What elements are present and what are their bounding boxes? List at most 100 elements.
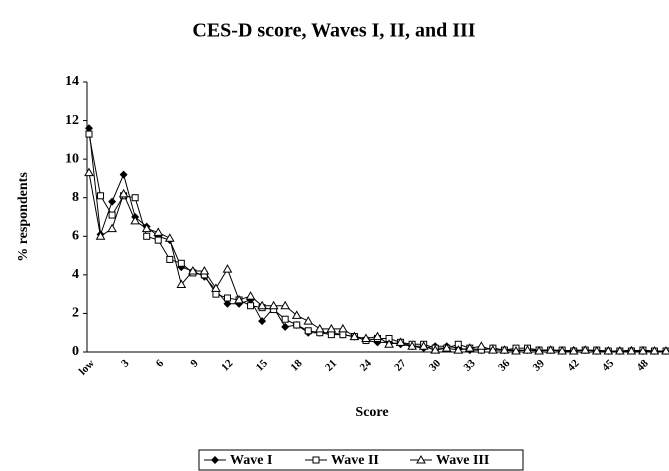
y-tick-label: 14: [65, 74, 79, 89]
marker: [211, 283, 221, 292]
marker: [464, 343, 475, 352]
marker: [223, 299, 232, 308]
marker: [108, 211, 116, 219]
legend-marker: [416, 454, 426, 464]
chart-title: CES-D score, Waves I, II, and III: [192, 20, 475, 42]
marker: [361, 333, 371, 342]
marker: [488, 345, 498, 354]
marker: [281, 322, 290, 331]
marker: [568, 346, 579, 355]
marker: [339, 331, 347, 339]
y-tick-label: 12: [65, 113, 79, 128]
y-tick-label: 2: [72, 306, 79, 321]
marker: [661, 346, 669, 355]
marker: [327, 331, 335, 339]
marker: [372, 331, 383, 341]
marker: [130, 215, 141, 225]
marker: [649, 346, 660, 355]
marker: [338, 323, 348, 333]
x-tick-label: 27: [392, 357, 409, 374]
marker: [199, 265, 210, 275]
marker: [326, 323, 337, 333]
x-tick-label: 33: [461, 357, 478, 374]
marker: [591, 346, 602, 355]
marker: [119, 170, 128, 179]
marker: [222, 264, 233, 273]
y-axis-label: % respondents: [16, 172, 31, 262]
marker: [303, 316, 314, 325]
legend-label: Wave III: [436, 453, 489, 468]
marker: [164, 233, 175, 242]
series-line: [88, 133, 666, 352]
x-tick-label: 24: [358, 357, 375, 374]
legend-box: [198, 449, 524, 471]
legend-marker: [211, 456, 219, 464]
marker: [441, 343, 452, 352]
x-tick-label: 36: [496, 357, 513, 374]
legend-marker: [312, 456, 320, 464]
legend-label: Wave I: [230, 453, 272, 468]
marker: [418, 341, 429, 350]
marker: [212, 290, 220, 298]
marker: [166, 255, 174, 263]
marker: [257, 300, 267, 310]
marker: [395, 337, 406, 346]
marker: [95, 231, 106, 240]
marker: [258, 317, 267, 326]
marker: [247, 302, 255, 310]
marker: [97, 192, 105, 200]
x-tick-label: 18: [288, 357, 305, 374]
marker: [304, 327, 312, 335]
marker: [141, 223, 152, 233]
x-tick-label: 42: [565, 357, 582, 374]
marker: [293, 321, 301, 329]
marker: [85, 130, 93, 138]
marker: [245, 291, 256, 300]
legend-label: Wave II: [331, 453, 379, 468]
marker: [511, 346, 521, 355]
x-tick-label: 30: [427, 357, 444, 374]
marker: [280, 300, 291, 310]
series-line: [88, 128, 666, 352]
x-tick-label: 39: [531, 357, 548, 374]
marker: [154, 236, 162, 244]
x-tick-label: 3: [119, 357, 132, 370]
marker: [176, 279, 187, 288]
y-tick-label: 6: [72, 229, 79, 244]
y-tick-label: 4: [72, 267, 79, 282]
marker: [177, 259, 185, 267]
marker: [118, 188, 129, 198]
marker: [499, 345, 510, 354]
marker: [108, 197, 117, 206]
marker: [603, 346, 614, 355]
marker: [153, 227, 164, 236]
x-tick-label: low: [77, 357, 97, 377]
y-tick-label: 8: [72, 190, 79, 205]
x-tick-label: 21: [323, 357, 339, 373]
marker: [143, 232, 151, 240]
marker: [85, 124, 93, 133]
x-tick-label: 15: [254, 357, 271, 374]
marker: [234, 294, 244, 304]
marker: [84, 167, 94, 177]
marker: [638, 346, 648, 355]
x-tick-label: 48: [635, 357, 652, 374]
marker: [626, 346, 637, 355]
marker: [349, 331, 360, 341]
x-axis-label: Score: [355, 405, 388, 420]
x-tick-label: 6: [154, 357, 167, 370]
marker: [187, 265, 198, 275]
marker: [407, 341, 417, 350]
marker: [430, 345, 441, 354]
marker: [614, 346, 625, 355]
marker: [384, 339, 394, 348]
marker: [281, 315, 289, 323]
x-tick-label: 45: [600, 357, 617, 374]
marker: [534, 346, 544, 355]
marker: [453, 345, 464, 354]
y-tick-label: 0: [72, 344, 79, 359]
marker: [131, 194, 139, 202]
marker: [268, 300, 279, 310]
x-tick-label: 9: [188, 357, 201, 370]
